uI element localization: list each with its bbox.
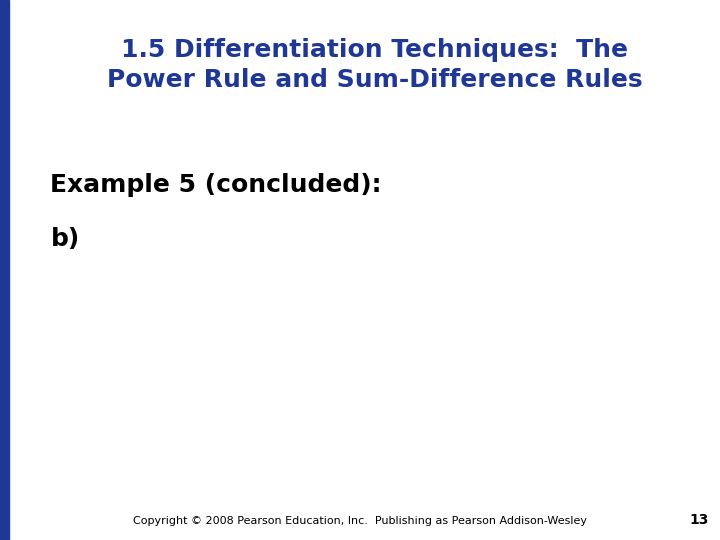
Text: 13: 13 [690, 512, 709, 526]
Text: 1.5 Differentiation Techniques:  The
Power Rule and Sum-Difference Rules: 1.5 Differentiation Techniques: The Powe… [107, 38, 642, 92]
Bar [0, 0, 9, 540]
Text: Copyright © 2008 Pearson Education, Inc.  Publishing as Pearson Addison-Wesley: Copyright © 2008 Pearson Education, Inc.… [133, 516, 587, 526]
Text: b): b) [50, 227, 80, 251]
Text: Example 5 (concluded):: Example 5 (concluded): [50, 173, 382, 197]
